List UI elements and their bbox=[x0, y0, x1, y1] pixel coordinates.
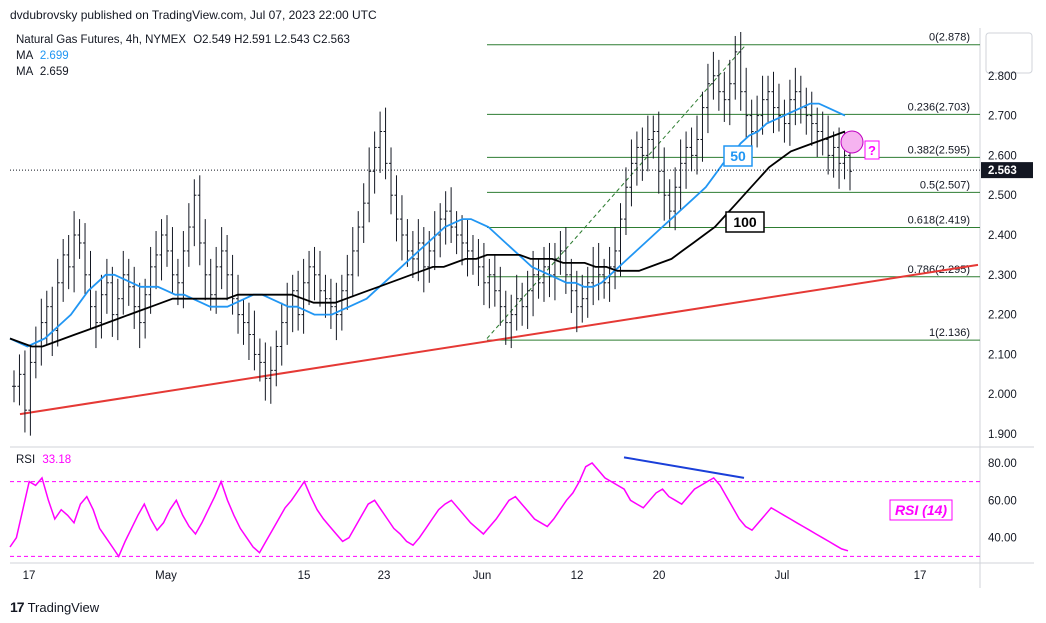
price-tick-label: 2.500 bbox=[988, 190, 1017, 202]
ma50-legend: MA 2.699 bbox=[16, 50, 69, 62]
time-tick-label: 23 bbox=[378, 570, 391, 582]
price-pane-bg bbox=[10, 28, 980, 446]
rsi-legend-value: 33.18 bbox=[42, 454, 72, 466]
time-tick-label: May bbox=[155, 570, 177, 582]
price-tick-label: 2.000 bbox=[988, 389, 1017, 401]
current-price-tag bbox=[981, 162, 1033, 179]
ohlc-values: O2.549 H2.591 L2.543 C2.563 bbox=[193, 34, 350, 46]
ma100-label-box bbox=[725, 211, 765, 233]
time-tick-label: 15 bbox=[298, 570, 311, 582]
price-tick-label: 2.100 bbox=[988, 349, 1017, 361]
support-trendline bbox=[19, 263, 979, 416]
trendlines bbox=[19, 44, 979, 416]
rsi-tick-label: 80.00 bbox=[988, 458, 1017, 470]
price-tick-label: 2.700 bbox=[988, 111, 1017, 123]
price-tick-label: 2.300 bbox=[988, 270, 1017, 282]
rsi-box bbox=[889, 499, 953, 521]
footer-branding[interactable]: 17 TradingView bbox=[10, 599, 99, 615]
rsi-line bbox=[9, 462, 849, 558]
ma100-label: 100 bbox=[733, 214, 757, 230]
fib-level-label: 0.382(2.595) bbox=[908, 144, 970, 156]
crossover-marker-icon bbox=[840, 130, 864, 154]
ma50-legend-label: MA bbox=[16, 50, 33, 62]
time-tick-label: 12 bbox=[571, 570, 584, 582]
price-tick-label: 2.800 bbox=[988, 71, 1017, 83]
fib-level-label: 0.5(2.507) bbox=[920, 179, 970, 191]
ma100-legend: MA 2.659 bbox=[16, 66, 69, 78]
ma50-line bbox=[9, 102, 846, 348]
time-tick-label: Jun bbox=[473, 570, 492, 582]
rsi-pane: 80.00 60.00 40.00 RSI (14) bbox=[9, 456, 1017, 558]
fib-anchor-line bbox=[486, 44, 747, 339]
price-tick-label: 2.400 bbox=[988, 230, 1017, 242]
current-price-label: 2.563 bbox=[988, 165, 1017, 177]
moving-averages bbox=[9, 102, 846, 348]
rsi-legend-label: RSI bbox=[16, 454, 36, 466]
instrument-name: Natural Gas Futures, 4h, NYMEX bbox=[16, 34, 187, 46]
fib-level-label: 0(2.878) bbox=[929, 32, 970, 44]
rsi-tick-label: 60.00 bbox=[988, 495, 1017, 507]
time-tick-label: 17 bbox=[914, 570, 927, 582]
publish-info: dvdubrovsky published on TradingView.com… bbox=[10, 8, 377, 22]
ma100-line bbox=[9, 130, 846, 348]
fibonacci-levels: 0(2.878) 0.236(2.703) 0.382(2.595) 0.5(2.50… bbox=[487, 32, 980, 341]
time-axis[interactable]: 17 May 15 23 Jun 12 20 Jul 17 bbox=[23, 570, 927, 582]
tradingview-logo-icon: 17 bbox=[10, 599, 25, 615]
ma100-legend-value: 2.659 bbox=[39, 66, 69, 78]
ma50-legend-value: 2.699 bbox=[39, 50, 69, 62]
time-tick-label: Jul bbox=[775, 570, 790, 582]
price-tick-label: 1.900 bbox=[988, 429, 1017, 441]
fib-level-label: 0.236(2.703) bbox=[908, 101, 970, 113]
rsi-box-label: RSI (14) bbox=[895, 502, 947, 518]
question-box bbox=[864, 140, 880, 160]
instrument-legend: Natural Gas Futures, 4h, NYMEX O2.549 H2… bbox=[16, 34, 350, 46]
ma50-label-box bbox=[723, 145, 753, 167]
fib-level-label: 1(2.136) bbox=[929, 327, 970, 339]
rsi-divergence-line bbox=[623, 456, 745, 479]
annotations: 50 100? bbox=[723, 130, 880, 233]
tradingview-brand: TradingView bbox=[27, 599, 100, 615]
price-axis[interactable]: 2.800 2.700 2.600 2.500 2.400 2.300 2.200 2.100… bbox=[10, 71, 1033, 441]
question-label: ? bbox=[868, 143, 876, 158]
rsi-tick-label: 40.00 bbox=[988, 533, 1017, 545]
ma50-label: 50 bbox=[730, 148, 746, 164]
fib-level-label: 0.618(2.419) bbox=[908, 214, 970, 226]
time-tick-label: 20 bbox=[653, 570, 666, 582]
rsi-legend: RSI 33.18 bbox=[16, 454, 71, 466]
ma100-legend-label: MA bbox=[16, 66, 33, 78]
price-tick-label: 2.600 bbox=[988, 150, 1017, 162]
price-tick-label: 2.200 bbox=[988, 310, 1017, 322]
time-tick-label: 17 bbox=[23, 570, 36, 582]
scale-settings-box[interactable] bbox=[985, 32, 1033, 74]
